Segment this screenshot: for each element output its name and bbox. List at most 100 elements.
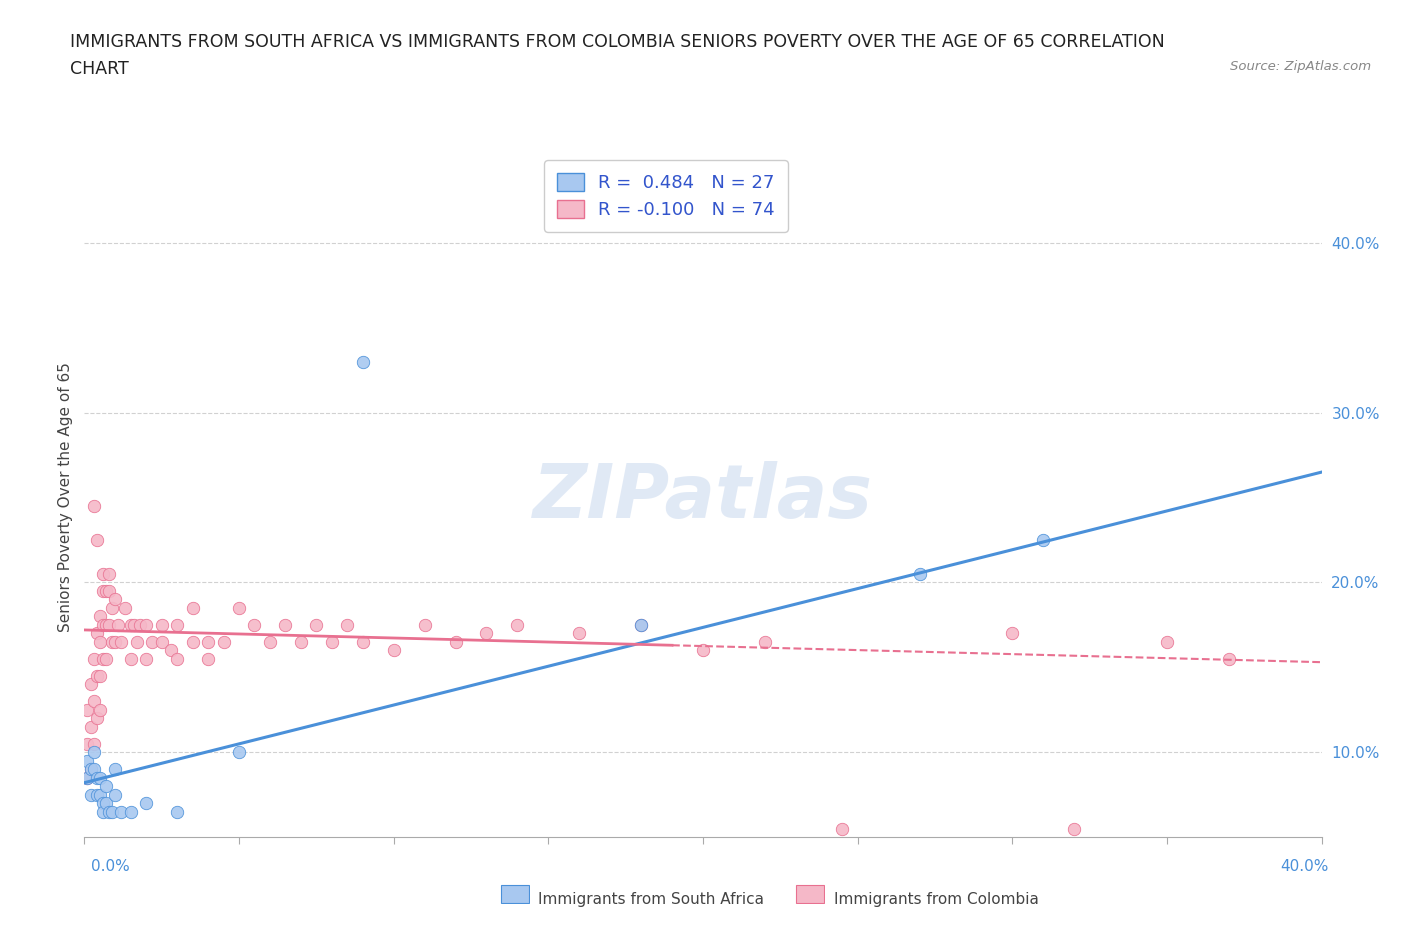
Point: [413, 618, 436, 632]
Point: [79, 762, 101, 777]
Point: [94, 795, 117, 810]
Point: [86, 626, 108, 641]
Point: [336, 618, 359, 632]
Point: [166, 804, 188, 819]
Point: [110, 634, 132, 649]
Point: [630, 618, 652, 632]
Point: [83, 762, 105, 777]
Point: [79, 719, 101, 734]
FancyBboxPatch shape: [796, 884, 824, 903]
Legend: R =  0.484   N = 27, R = -0.100   N = 74: R = 0.484 N = 27, R = -0.100 N = 74: [544, 160, 787, 232]
Point: [104, 634, 127, 649]
Point: [114, 601, 136, 616]
Point: [98, 583, 121, 598]
Point: [1032, 533, 1054, 548]
Text: Immigrants from Colombia: Immigrants from Colombia: [834, 892, 1039, 907]
Point: [76, 770, 98, 785]
Point: [104, 787, 127, 802]
Point: [83, 737, 105, 751]
Text: 0.0%: 0.0%: [91, 859, 131, 874]
Point: [1218, 651, 1240, 666]
Point: [76, 737, 98, 751]
Point: [83, 694, 105, 709]
Point: [91, 566, 114, 581]
Point: [1156, 634, 1178, 649]
Point: [76, 702, 98, 717]
Point: [89, 770, 111, 785]
Point: [382, 643, 405, 658]
Text: Source: ZipAtlas.com: Source: ZipAtlas.com: [1230, 60, 1371, 73]
Point: [181, 634, 204, 649]
Point: [212, 634, 235, 649]
Point: [79, 762, 101, 777]
Point: [76, 770, 98, 785]
Point: [89, 634, 111, 649]
Point: [259, 634, 281, 649]
Point: [94, 583, 117, 598]
Point: [197, 651, 219, 666]
Point: [107, 618, 129, 632]
Point: [630, 618, 652, 632]
Point: [150, 634, 173, 649]
Point: [506, 618, 529, 632]
Point: [94, 778, 117, 793]
Point: [94, 651, 117, 666]
Point: [1063, 821, 1085, 836]
Point: [120, 618, 142, 632]
Point: [135, 795, 157, 810]
Point: [101, 601, 124, 616]
Point: [305, 618, 328, 632]
Point: [86, 787, 108, 802]
Point: [692, 643, 714, 658]
Point: [1001, 626, 1024, 641]
Point: [83, 498, 105, 513]
Point: [91, 804, 114, 819]
Point: [91, 583, 114, 598]
Point: [120, 804, 142, 819]
Text: Immigrants from South Africa: Immigrants from South Africa: [538, 892, 765, 907]
Point: [181, 601, 204, 616]
Point: [150, 618, 173, 632]
Point: [243, 618, 266, 632]
Point: [98, 566, 121, 581]
Point: [94, 618, 117, 632]
Point: [290, 634, 312, 649]
Point: [160, 643, 183, 658]
Point: [352, 634, 374, 649]
Point: [86, 533, 108, 548]
Point: [101, 634, 124, 649]
Point: [86, 711, 108, 725]
Point: [908, 566, 931, 581]
Point: [91, 651, 114, 666]
Point: [110, 804, 132, 819]
Point: [89, 669, 111, 684]
Point: [444, 634, 467, 649]
Point: [86, 770, 108, 785]
Point: [166, 618, 188, 632]
Point: [274, 618, 297, 632]
Point: [135, 651, 157, 666]
Point: [754, 634, 776, 649]
Point: [568, 626, 591, 641]
Point: [228, 745, 250, 760]
Point: [89, 702, 111, 717]
Point: [89, 787, 111, 802]
Point: [321, 634, 343, 649]
Point: [129, 618, 152, 632]
Point: [83, 745, 105, 760]
Y-axis label: Seniors Poverty Over the Age of 65: Seniors Poverty Over the Age of 65: [58, 363, 73, 632]
Point: [79, 677, 101, 692]
Point: [89, 609, 111, 624]
Point: [104, 762, 127, 777]
Point: [122, 618, 145, 632]
Point: [135, 618, 157, 632]
Text: 40.0%: 40.0%: [1281, 859, 1329, 874]
Point: [98, 618, 121, 632]
Text: CHART: CHART: [70, 60, 129, 78]
Point: [141, 634, 163, 649]
Point: [228, 601, 250, 616]
Point: [91, 795, 114, 810]
Point: [98, 804, 121, 819]
Point: [125, 634, 148, 649]
Point: [79, 787, 101, 802]
